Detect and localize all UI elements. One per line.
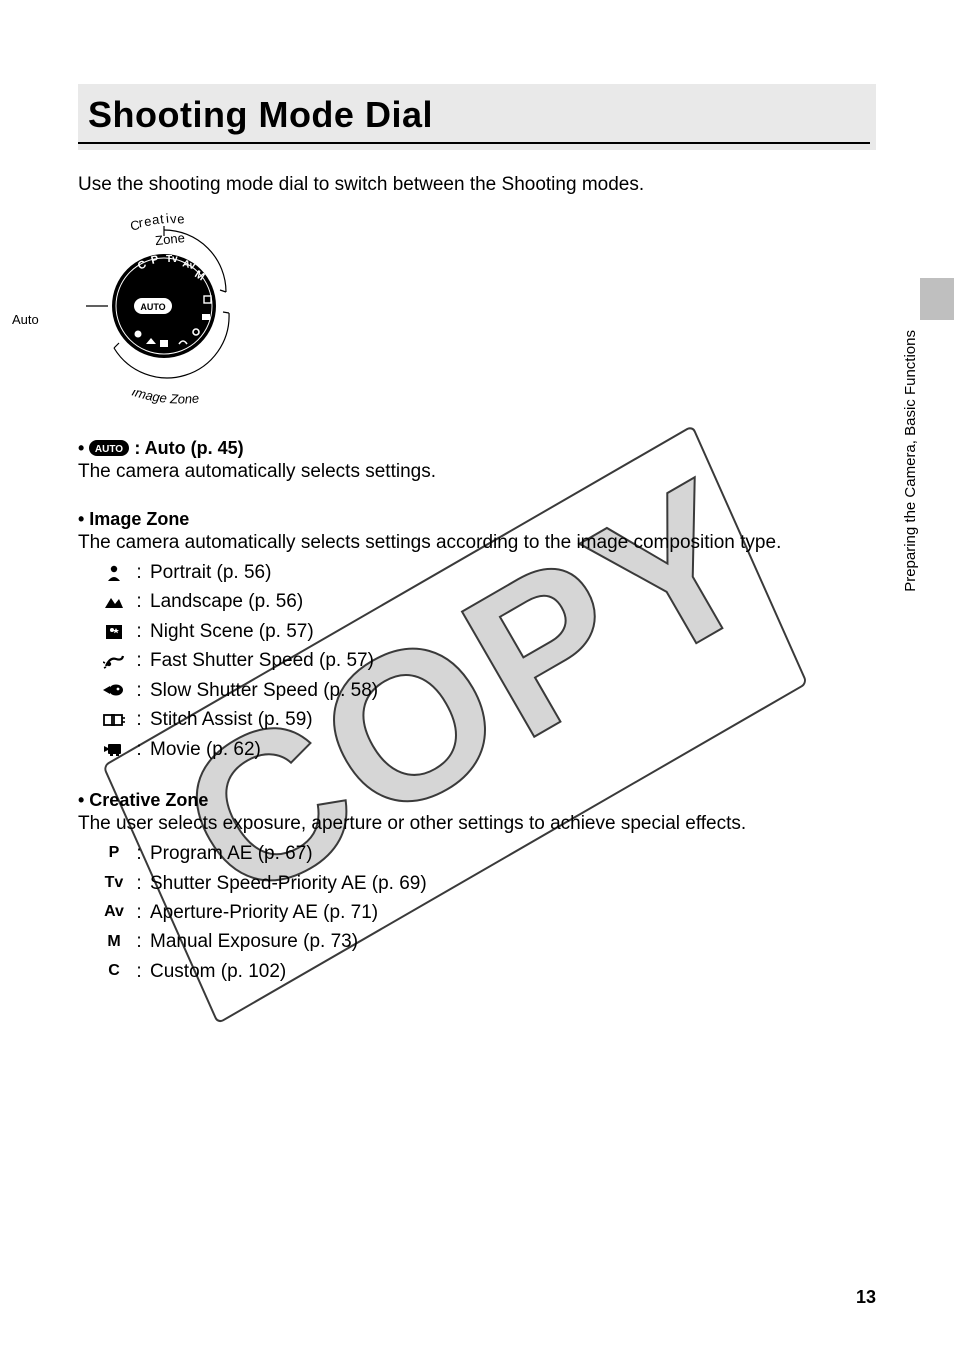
page-number: 13 [856, 1287, 876, 1308]
movie-icon [100, 741, 128, 757]
stitch-assist-icon [100, 712, 128, 728]
mode-label: Fast Shutter Speed (p. 57) [150, 646, 374, 675]
svg-text:AUTO: AUTO [140, 302, 165, 312]
portrait-icon [100, 564, 128, 582]
creative-zone-list: P : Program AE (p. 67) Tv : Shutter Spee… [100, 839, 876, 986]
image-zone-label: Image Zone [126, 390, 236, 415]
colon: : [128, 676, 150, 705]
mode-dial-figure: Creative Zone Auto Image Zone AUTO [84, 218, 264, 418]
svg-text:Tv: Tv [166, 254, 178, 265]
colon: : [128, 705, 150, 734]
creative-zone-desc: The user selects exposure, aperture or o… [78, 813, 876, 835]
mode-letter-av: Av [100, 900, 128, 925]
title-band: Shooting Mode Dial [78, 84, 876, 150]
svg-text:AUTO: AUTO [95, 444, 123, 455]
landscape-icon [100, 594, 128, 610]
auto-label: Auto [12, 312, 39, 327]
mode-label: Movie (p. 62) [150, 735, 261, 764]
list-item: : Portrait (p. 56) [100, 558, 876, 587]
mode-label: Portrait (p. 56) [150, 558, 271, 587]
page-title: Shooting Mode Dial [88, 94, 870, 136]
colon: : [128, 898, 150, 927]
svg-text:Image Zone: Image Zone [130, 390, 200, 407]
colon: : [128, 927, 150, 956]
side-section-label: Preparing the Camera, Basic Functions [902, 330, 919, 592]
list-item: Tv : Shutter Speed-Priority AE (p. 69) [100, 869, 876, 898]
svg-text:t: t [159, 211, 165, 226]
mode-label: Stitch Assist (p. 59) [150, 705, 313, 734]
mode-label: Slow Shutter Speed (p. 58) [150, 676, 378, 705]
page-content: Shooting Mode Dial Use the shooting mode… [0, 0, 954, 986]
auto-pill-icon: AUTO [89, 440, 129, 456]
list-item: : Landscape (p. 56) [100, 587, 876, 616]
side-tab [920, 278, 954, 320]
list-item: P : Program AE (p. 67) [100, 839, 876, 868]
colon: : [128, 646, 150, 675]
list-item: Av : Aperture-Priority AE (p. 71) [100, 898, 876, 927]
svg-text:e: e [176, 211, 185, 227]
mode-label: Program AE (p. 67) [150, 839, 313, 868]
night-scene-icon [100, 624, 128, 640]
mode-label: Night Scene (p. 57) [150, 617, 314, 646]
slow-shutter-icon [100, 683, 128, 697]
image-zone-heading: • Image Zone [78, 509, 876, 530]
auto-heading: • AUTO : Auto (p. 45) [78, 438, 876, 459]
list-item: : Movie (p. 62) [100, 735, 876, 764]
intro-text: Use the shooting mode dial to switch bet… [78, 174, 876, 196]
mode-label: Shutter Speed-Priority AE (p. 69) [150, 869, 427, 898]
creative-zone-heading: • Creative Zone [78, 790, 876, 811]
list-item: : Night Scene (p. 57) [100, 617, 876, 646]
list-item: : Fast Shutter Speed (p. 57) [100, 646, 876, 675]
mode-label: Aperture-Priority AE (p. 71) [150, 898, 378, 927]
colon: : [128, 869, 150, 898]
fast-shutter-icon [100, 653, 128, 669]
mode-label: Manual Exposure (p. 73) [150, 927, 358, 956]
mode-letter-c: C [100, 959, 128, 984]
list-item: M : Manual Exposure (p. 73) [100, 927, 876, 956]
image-zone-desc: The camera automatically selects setting… [78, 532, 876, 554]
mode-letter-tv: Tv [100, 871, 128, 896]
colon: : [128, 839, 150, 868]
bullet: • [78, 438, 89, 458]
mode-label: Landscape (p. 56) [150, 587, 303, 616]
colon: : [128, 735, 150, 764]
colon: : [128, 587, 150, 616]
colon: : [128, 617, 150, 646]
colon: : [128, 957, 150, 986]
image-zone-list: : Portrait (p. 56) : Landscape (p. 56) :… [100, 558, 876, 764]
colon: : [128, 558, 150, 587]
mode-letter-m: M [100, 930, 128, 955]
mode-label: Custom (p. 102) [150, 957, 286, 986]
auto-desc: The camera automatically selects setting… [78, 461, 876, 483]
list-item: C : Custom (p. 102) [100, 957, 876, 986]
mode-letter-p: P [100, 841, 128, 866]
list-item: : Stitch Assist (p. 59) [100, 705, 876, 734]
list-item: : Slow Shutter Speed (p. 58) [100, 676, 876, 705]
auto-heading-text: : Auto (p. 45) [129, 438, 243, 458]
